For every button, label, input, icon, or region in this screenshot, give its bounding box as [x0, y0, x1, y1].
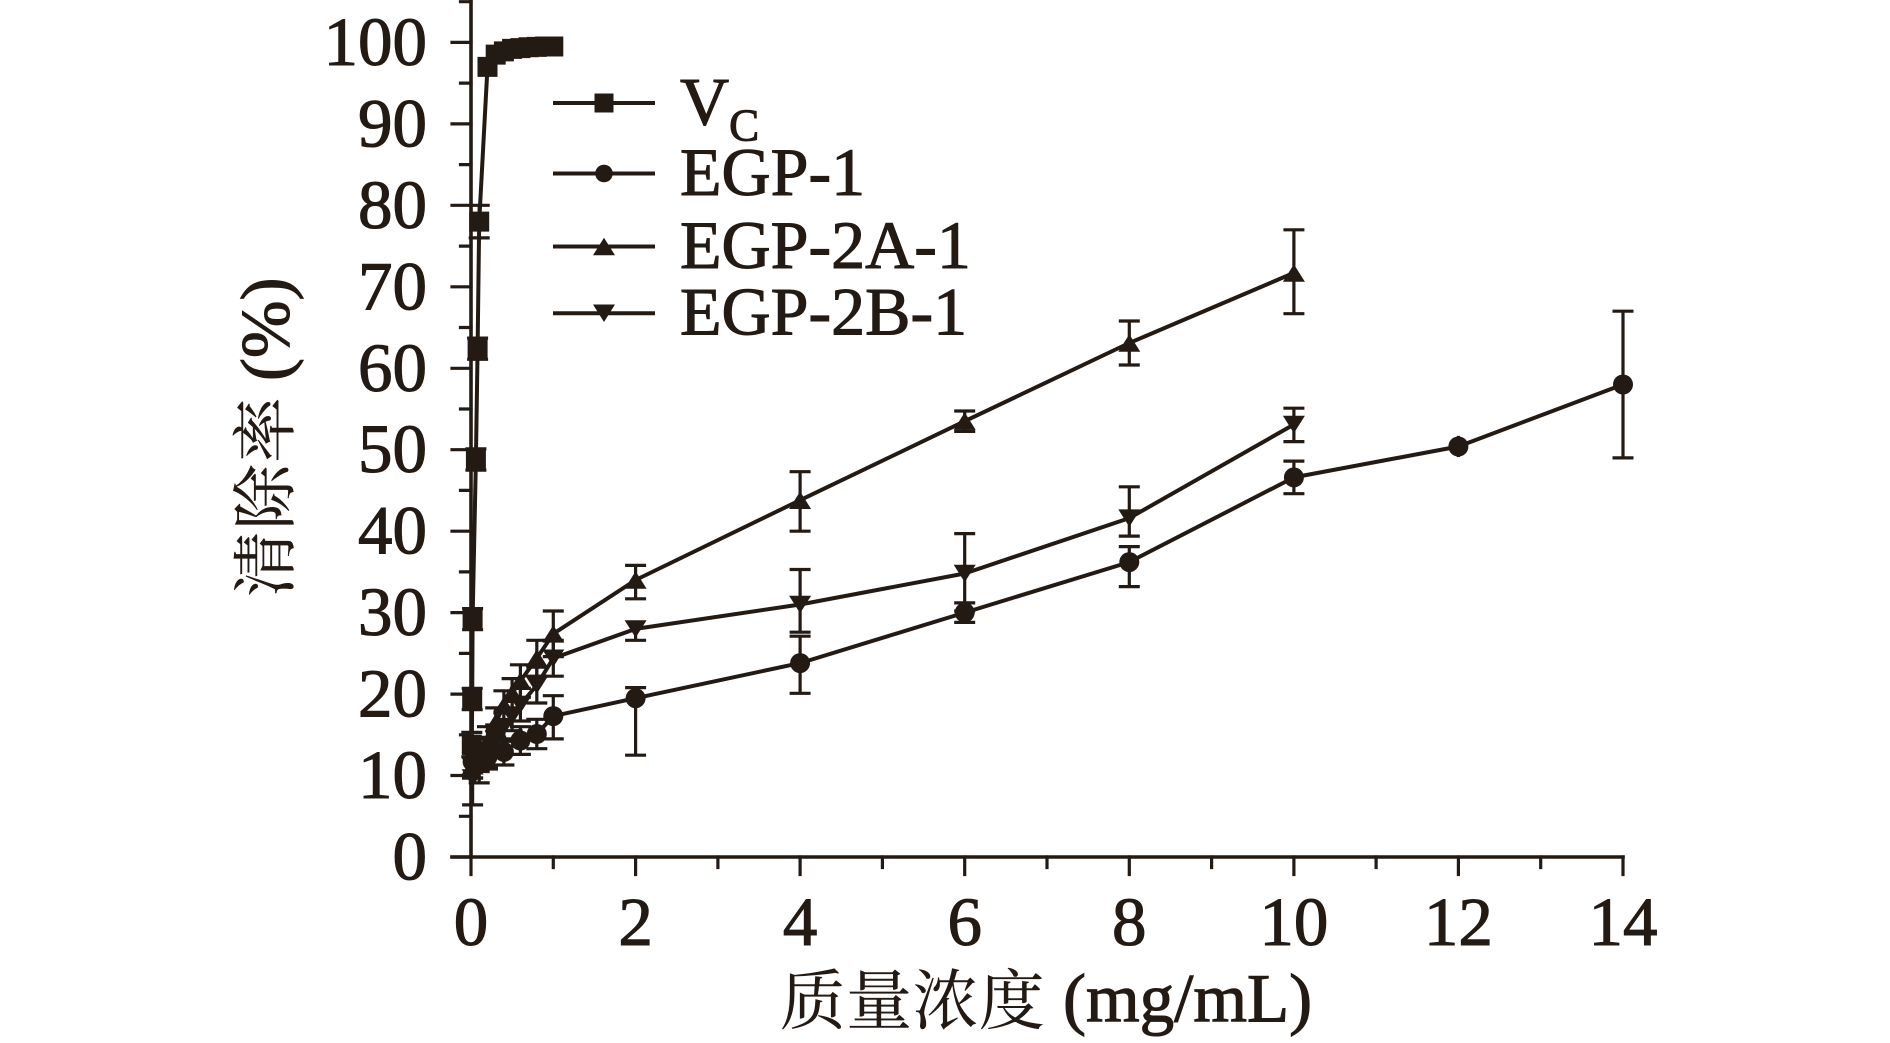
- svg-text:0: 0: [393, 819, 428, 895]
- svg-text:8: 8: [1112, 884, 1147, 960]
- svg-text:0: 0: [454, 884, 489, 960]
- svg-text:EGP-2B-1: EGP-2B-1: [680, 274, 967, 350]
- svg-text:90: 90: [358, 85, 427, 161]
- svg-text:14: 14: [1589, 884, 1658, 960]
- svg-text:100: 100: [324, 4, 428, 80]
- svg-text:20: 20: [358, 656, 427, 732]
- svg-text:EGP-1: EGP-1: [680, 134, 865, 210]
- svg-text:EGP-2A-1: EGP-2A-1: [680, 207, 971, 283]
- svg-text:(%): (%): [228, 278, 304, 381]
- svg-text:70: 70: [358, 248, 427, 324]
- svg-text:60: 60: [358, 330, 427, 406]
- svg-text:10: 10: [1259, 884, 1328, 960]
- svg-text:10: 10: [358, 737, 427, 813]
- svg-text:4: 4: [783, 884, 818, 960]
- svg-text:12: 12: [1424, 884, 1493, 960]
- svg-text:40: 40: [358, 493, 427, 569]
- svg-text:50: 50: [358, 411, 427, 487]
- svg-text:30: 30: [358, 574, 427, 650]
- svg-text:80: 80: [358, 167, 427, 243]
- svg-text:2: 2: [618, 884, 653, 960]
- svg-text:(mg/mL): (mg/mL): [1063, 961, 1312, 1037]
- svg-text:6: 6: [947, 884, 982, 960]
- svg-text:VC: VC: [680, 64, 759, 151]
